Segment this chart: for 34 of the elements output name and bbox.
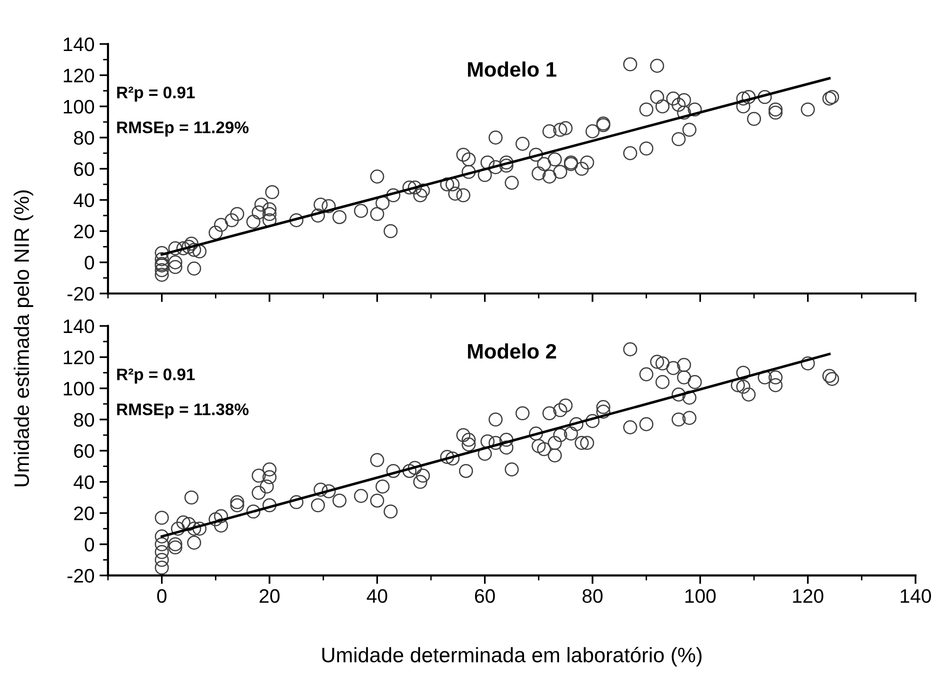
y-tick-label: 120 — [64, 68, 94, 82]
x-tick-label: 100 — [685, 589, 716, 603]
y-tick-label: 20 — [74, 224, 94, 238]
y-tick-label: 0 — [84, 256, 94, 270]
y-tick-label: 40 — [74, 193, 94, 208]
x-axis-title: Umidade determinada em laboratório (%) — [322, 646, 702, 667]
y-tick-label: 120 — [64, 350, 94, 364]
text: Modelo 2 — [468, 343, 556, 359]
x-tick-label: 140 — [900, 589, 931, 603]
x-tick-label: 0 — [157, 589, 166, 603]
x-tick-label: 20 — [260, 589, 280, 603]
x-tick-label: 80 — [582, 589, 603, 603]
annotation: RMSEp = 11.38% — [117, 403, 249, 419]
y-tick-label: 80 — [74, 131, 94, 145]
x-tick-label: 60 — [475, 589, 495, 603]
y-tick-label: 140 — [64, 319, 94, 334]
annotation: R²p = 0.91 — [117, 368, 195, 384]
y-tick-label: 60 — [74, 162, 94, 176]
x-tick-label: 40 — [366, 589, 388, 603]
annotation: RMSEp = 11.29% — [117, 122, 249, 137]
text: Modelo 1 — [468, 61, 556, 77]
y-tick-label: 20 — [74, 506, 94, 520]
x-tick-label: 120 — [793, 589, 824, 603]
y-tick-label: 0 — [84, 538, 94, 552]
annotation: R²p = 0.91 — [117, 86, 195, 102]
y-tick-label: 100 — [64, 382, 94, 396]
y-tick-label: 100 — [64, 100, 94, 114]
y-axis-title: Umidade estimada pelo NIR (%) — [14, 190, 34, 486]
y-tick-label: 80 — [74, 412, 94, 427]
y-tick-label: -20 — [68, 286, 94, 301]
y-tick-label: 140 — [64, 37, 94, 52]
y-tick-label: 60 — [74, 444, 94, 458]
y-tick-label: 40 — [74, 475, 94, 490]
y-tick-label: -20 — [68, 568, 94, 583]
